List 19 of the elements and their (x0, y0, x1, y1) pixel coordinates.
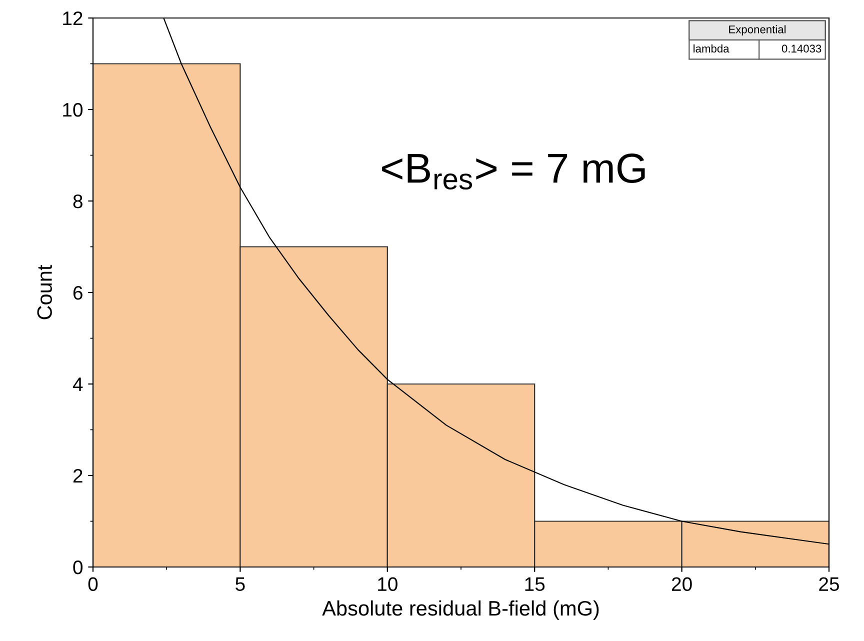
y-tick-label: 4 (72, 378, 83, 392)
y-tick-label: 8 (73, 194, 82, 208)
annotation: lambda (694, 44, 730, 53)
y-tick-label: 12 (63, 11, 82, 26)
y-tick-label: 6 (73, 286, 82, 300)
y-tick-label: 2 (73, 468, 82, 483)
y-tick-label: 10 (63, 102, 83, 117)
annotation: 0.14033 (782, 44, 822, 53)
x-tick-label: 25 (819, 577, 839, 592)
annotation: <B$_{res}$> = 7 mG (382, 154, 645, 190)
y-axis-title: Count (37, 264, 52, 320)
x-tick-label: 15 (525, 577, 545, 592)
x-tick-label: 0 (88, 577, 98, 592)
x-tick-label: 5 (236, 577, 245, 592)
y-tick-label: 0 (73, 560, 83, 574)
annotation: Exponential (729, 25, 786, 36)
x-tick-label: 20 (672, 577, 692, 592)
x-axis-title: Absolute residual B-field (mG) (322, 600, 599, 620)
x-tick-label: 10 (378, 577, 398, 592)
